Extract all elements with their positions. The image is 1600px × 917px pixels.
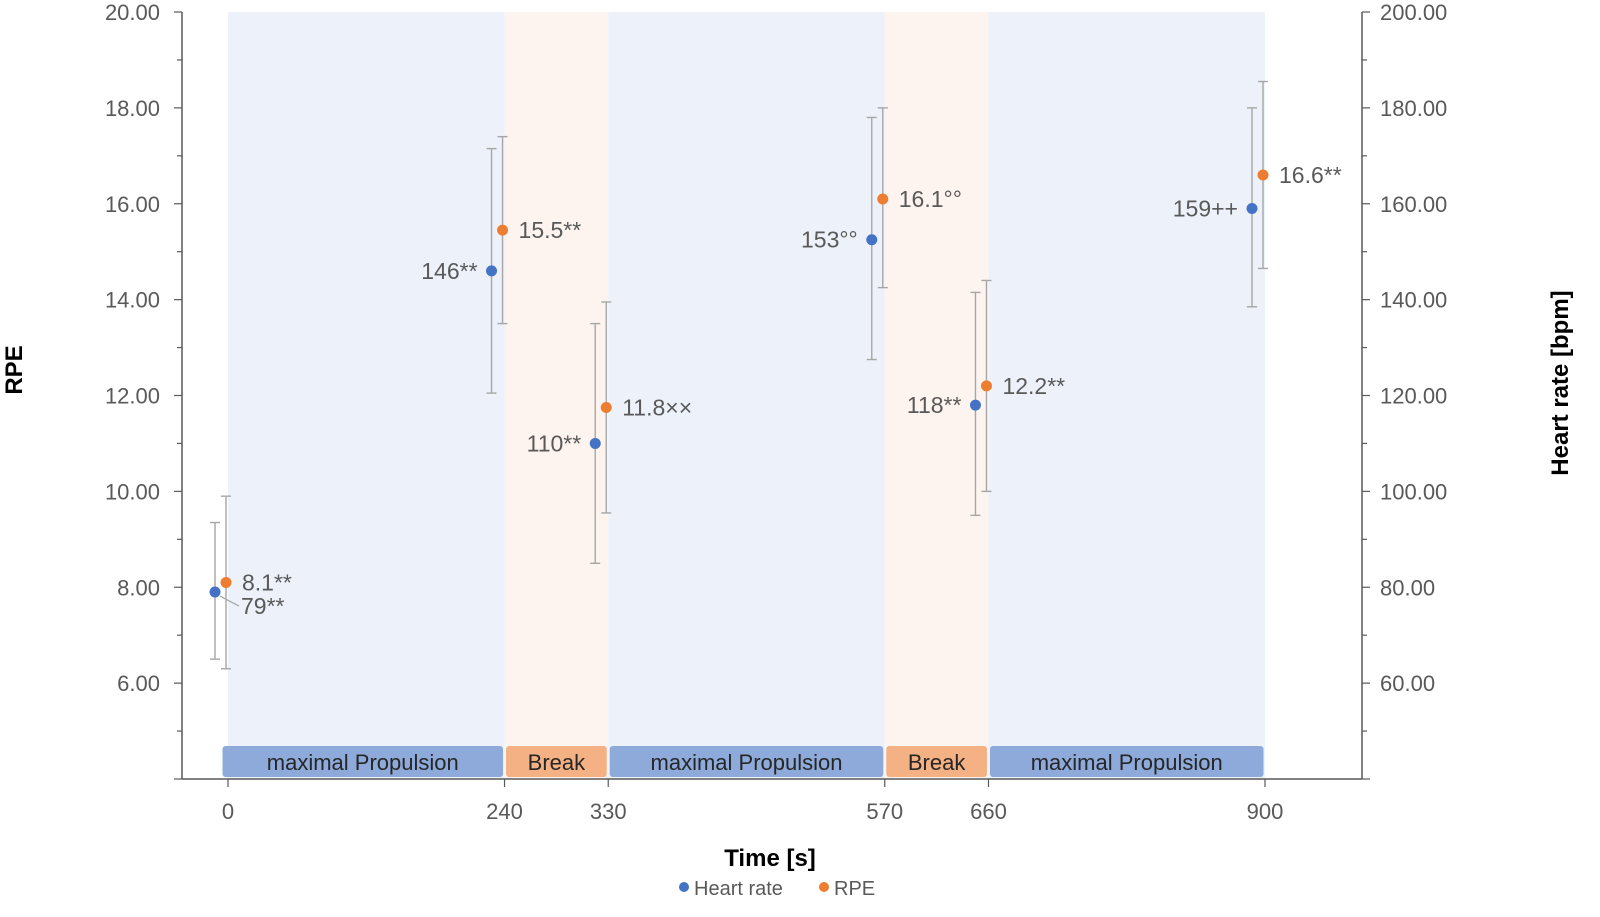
phase-background-3 [608,12,885,779]
rpe-data-label: 12.2** [1002,373,1065,399]
rpe-point [220,576,232,588]
rpe-point [1257,169,1269,181]
phase-bar-4 [886,746,987,777]
y-right-tick-label: 160.00 [1380,192,1447,217]
rpe-point [497,224,509,236]
legend-label-heart-rate: Heart rate [694,878,783,900]
rpe-data-label: 11.8×× [622,394,692,420]
heart-rate-data-label: 110** [527,430,582,456]
x-axis-title: Time [s] [724,845,816,872]
y-left-tick-label: 8.00 [117,575,160,600]
x-tick-label: 900 [1247,799,1284,824]
phase-background-5 [988,12,1265,779]
data-labels: 79** 146** 110** 153°° 118** 159++ 8.1** 15.5**… [219,162,1342,619]
x-tick-label: 330 [590,799,627,824]
heart-rate-data-label: 79** [241,593,285,619]
x-tick-label: 660 [970,799,1007,824]
y-left-tick-label: 12.00 [105,384,160,409]
phase-background-4 [884,12,989,779]
rpe-data-label: 16.6** [1279,162,1342,188]
y-left-tick-label: 16.00 [105,192,160,217]
y-left-tick-label: 18.00 [105,96,160,121]
phase-bar-label-1: maximal Propulsion [267,750,459,775]
legend-label-rpe: RPE [834,878,875,900]
rpe-point [980,380,992,392]
phase-bar-5 [989,746,1264,777]
x-tick-label: 240 [486,799,523,824]
y-left-tick-label: 10.00 [105,479,160,504]
rpe-data-label: 16.1°° [899,186,962,212]
y-left-tick-label: 14.00 [105,288,160,313]
y-right-tick-label: 80.00 [1380,575,1435,600]
phase-bar-label-2: Break [528,750,586,775]
x-tick-label: 0 [222,799,234,824]
heart-rate-point [486,265,498,277]
phase-bar-2 [506,746,607,777]
y-right-axis-title: Heart rate [bpm] [1547,290,1574,475]
heart-rate-point [866,234,878,246]
heart-rate-point [969,399,981,411]
rpe-point [600,401,612,413]
heart-rate-point [1246,203,1258,215]
heart-rate-label-leader-line [219,595,240,607]
rpe-point [877,193,889,205]
x-tick-label: 570 [866,799,903,824]
phase-bar-1 [222,746,504,777]
phase-bar-label-3: maximal Propulsion [651,750,843,775]
y-right-tick-label: 120.00 [1380,384,1447,409]
phase-background-2 [504,12,609,779]
heart-rate-point [209,586,221,598]
heart-rate-data-label: 118** [907,392,962,418]
y-right-tick-label: 60.00 [1380,671,1435,696]
y-left-tick-label: 6.00 [117,671,160,696]
y-right-tick-label: 140.00 [1380,288,1447,313]
y-left-tick-label: 20.00 [105,0,160,25]
y-right-tick-label: 100.00 [1380,479,1447,504]
y-right-tick-label: 200.00 [1380,0,1447,25]
heart-rate-data-label: 159++ [1173,196,1238,222]
phase-background-1 [228,12,505,779]
phase-bar-label-4: Break [908,750,966,775]
phase-bars: maximal Propulsion Break maximal Propulsio… [222,746,1264,777]
heart-rate-data-label: 153°° [801,227,858,253]
phase-bar-label-5: maximal Propulsion [1031,750,1223,775]
data-points [209,169,1269,598]
phase-backgrounds [228,12,1265,779]
rpe-data-label: 8.1** [242,569,292,595]
heart-rate-data-label: 146** [421,258,477,284]
legend-marker-rpe [819,882,829,892]
y-right-tick-label: 180.00 [1380,96,1447,121]
y-left-axis-title: RPE [1,345,28,394]
legend: Heart rate RPE [679,878,875,900]
rpe-data-label: 15.5** [519,217,582,243]
phase-bar-3 [609,746,884,777]
legend-marker-heart-rate [679,882,689,892]
heart-rate-point [589,437,601,449]
axes: 6.00 8.00 10.00 12.00 14.00 16.00 18.00 20.00 60… [105,0,1447,824]
